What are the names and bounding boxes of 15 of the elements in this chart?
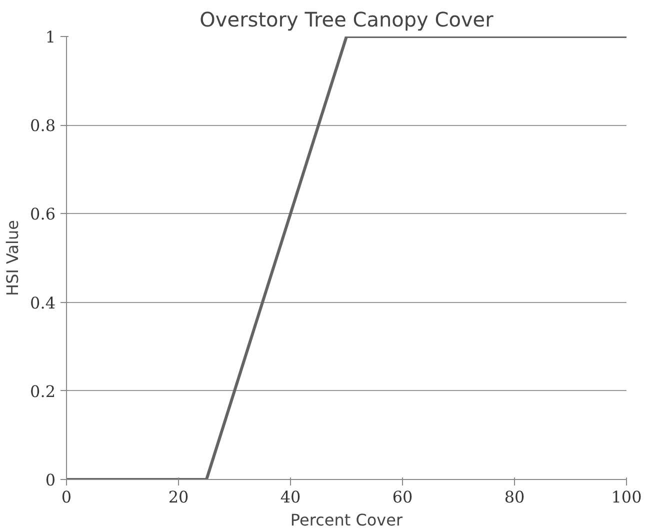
- x-tick-label: 80: [504, 488, 525, 506]
- x-tick-label: 60: [392, 488, 413, 506]
- y-tick-label: 1: [45, 28, 56, 46]
- y-tick-label: 0.2: [30, 382, 56, 401]
- x-tick-label: 20: [168, 488, 189, 506]
- x-tick-label: 40: [280, 488, 301, 506]
- x-tick-label: 0: [61, 488, 72, 506]
- chart-title: Overstory Tree Canopy Cover: [200, 8, 494, 32]
- y-axis-title: HSI Value: [3, 220, 22, 296]
- y-tick-label: 0: [45, 470, 56, 490]
- y-tick-label: 0.8: [30, 116, 56, 136]
- y-tick-label: 0.4: [30, 293, 56, 312]
- x-axis-title: Percent Cover: [290, 510, 403, 530]
- y-tick-label: 0.6: [30, 204, 56, 224]
- x-tick-label: 100: [611, 488, 642, 506]
